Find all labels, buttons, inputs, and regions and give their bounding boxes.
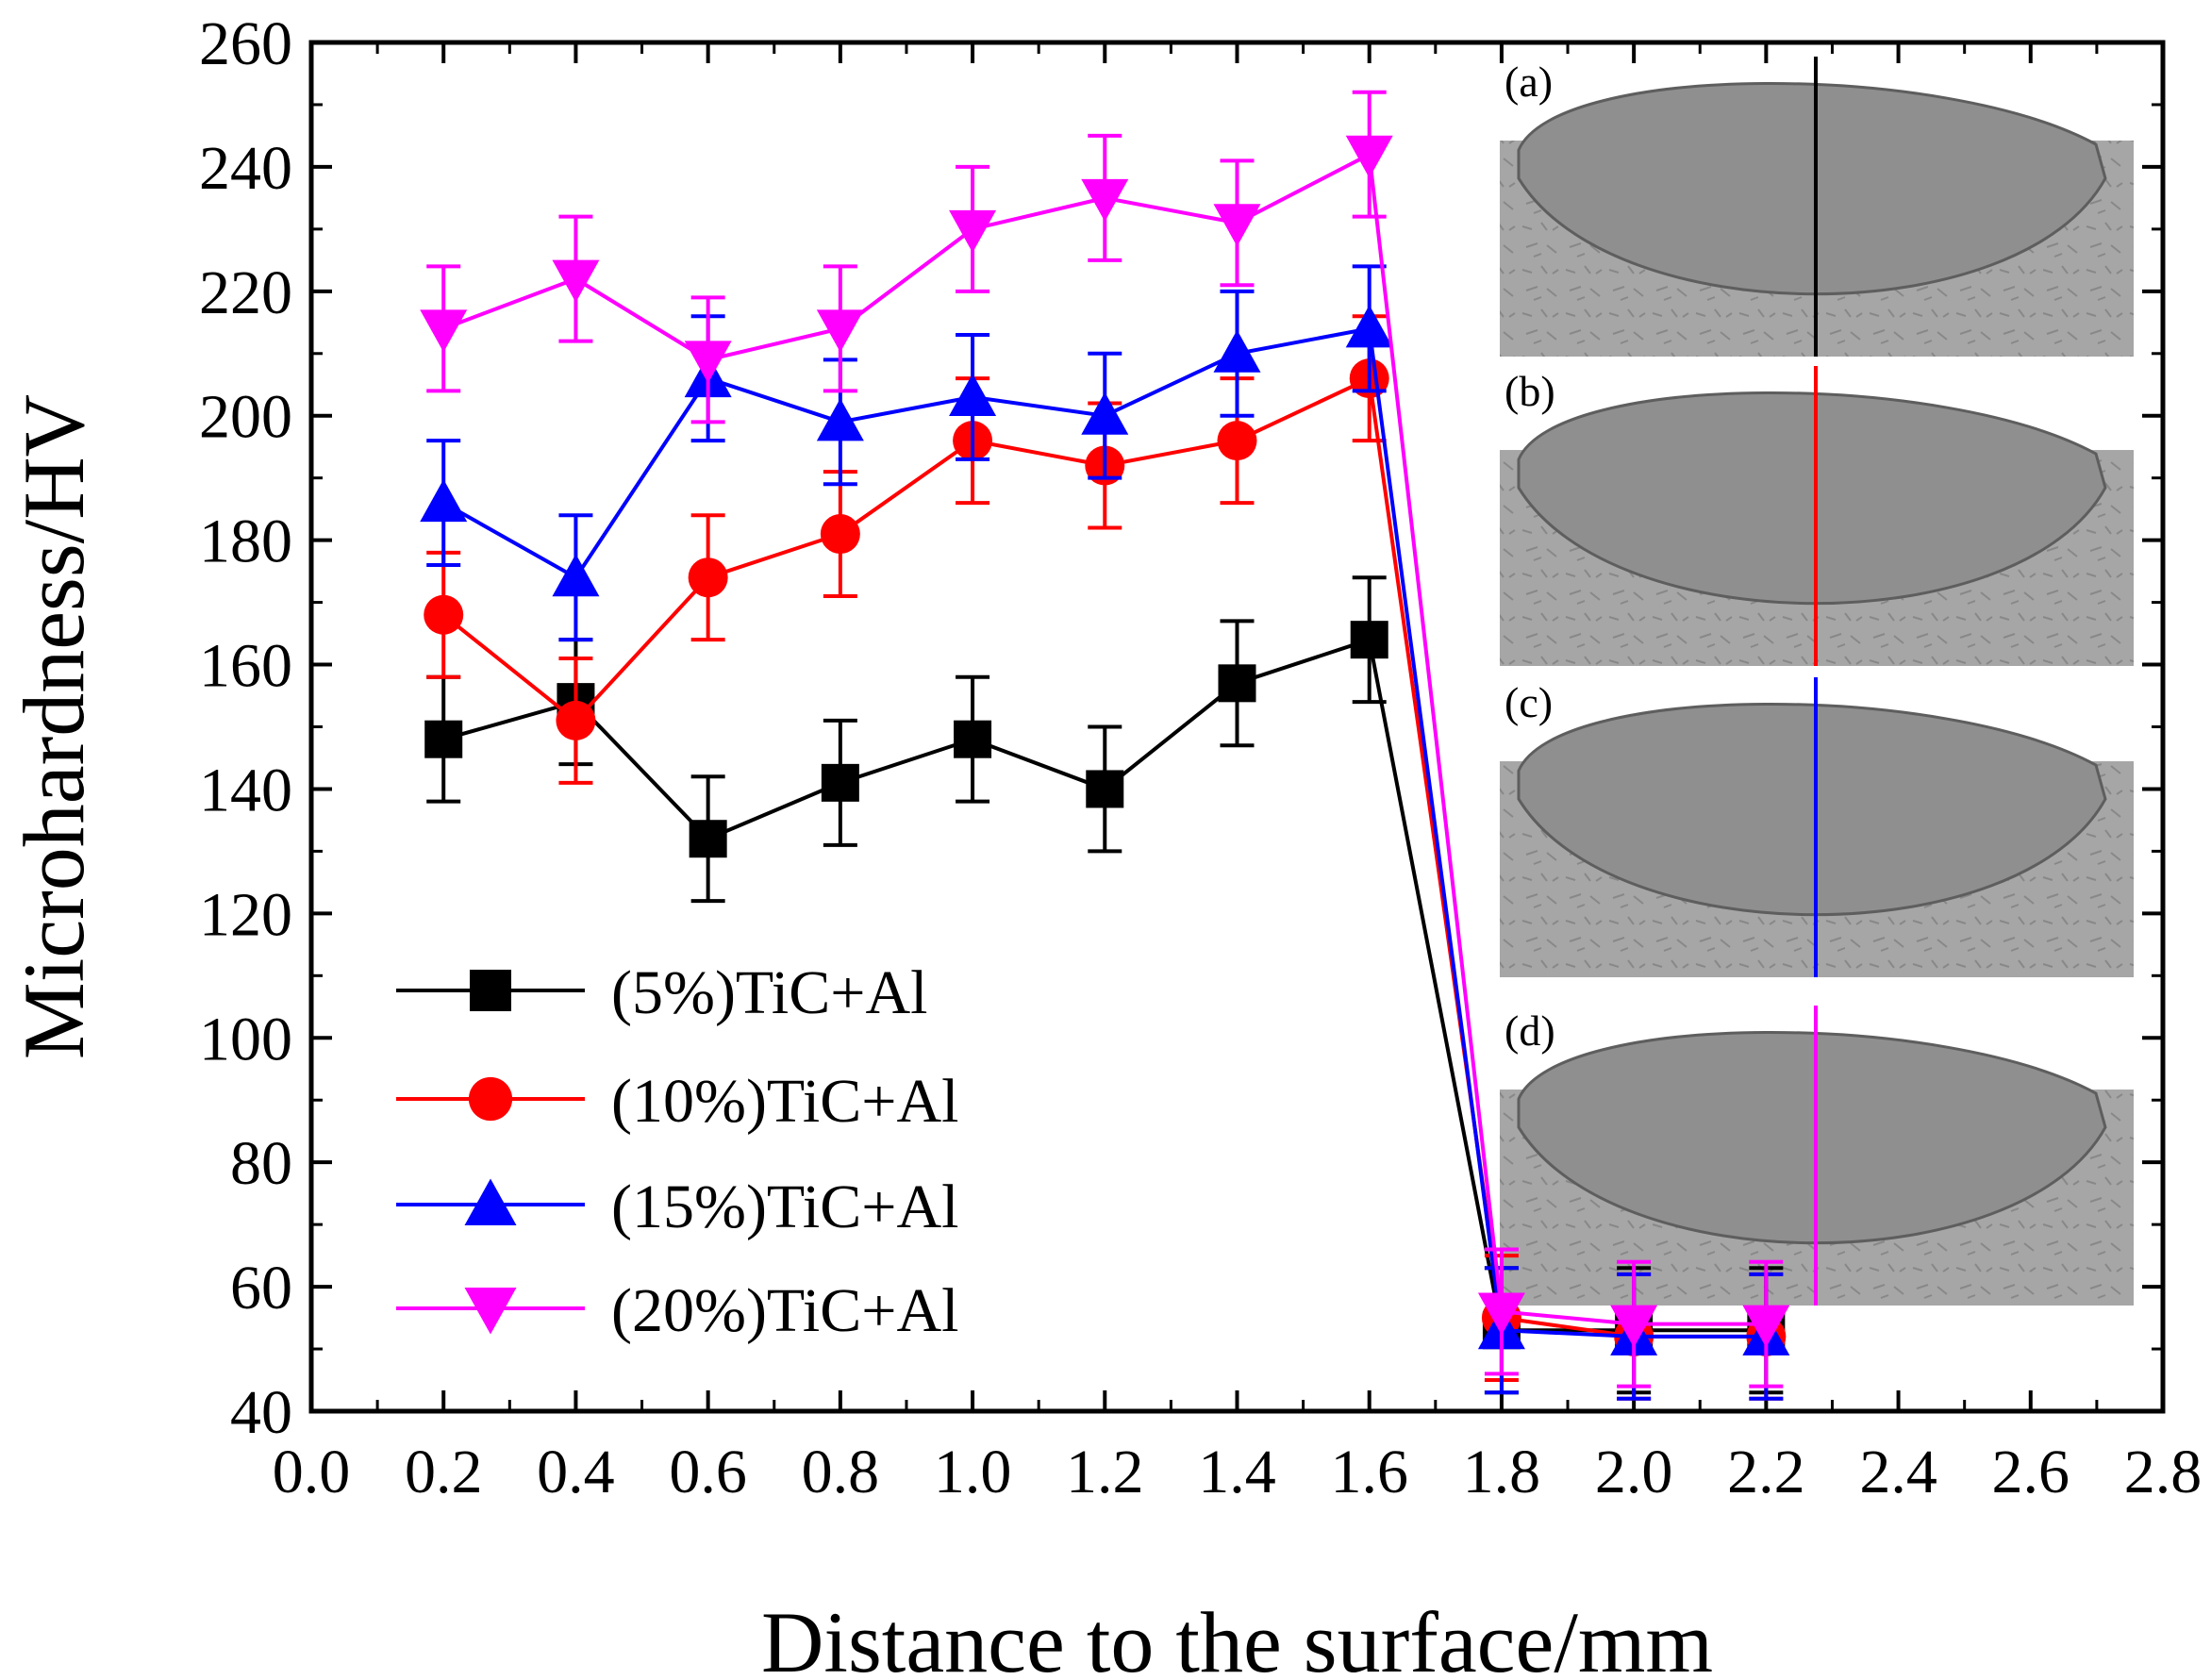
panel-label: (c) [1504,678,1553,726]
legend-item: (5%)TiC+Al [396,958,928,1027]
y-tick-label: 80 [230,1129,292,1198]
data-point [1217,421,1257,461]
cladding-bead [1517,391,2107,606]
x-tick-label: 2.0 [1595,1438,1673,1506]
y-tick-label: 100 [199,1005,292,1073]
data-point [816,309,864,353]
y-tick-label: 60 [230,1254,292,1322]
legend-item: (10%)TiC+Al [396,1067,959,1136]
data-point [1213,204,1261,247]
micrograph-panel-b: (b) [1500,366,2134,666]
panel-label: (b) [1504,367,1555,415]
x-tick-label: 0.0 [273,1438,351,1506]
y-tick-label: 140 [199,756,292,824]
panel-label: (a) [1504,58,1553,106]
micrograph-panel-a: (a) [1500,57,2134,357]
legend-marker [470,970,511,1011]
data-point [949,209,997,253]
data-point [816,398,864,441]
y-tick-label: 40 [230,1378,292,1447]
data-point [1345,305,1393,348]
x-tick-label: 2.8 [2124,1438,2203,1506]
data-point [689,820,727,858]
series-4 [420,90,1790,1389]
y-tick-label: 180 [199,507,292,576]
legend-marker [464,1288,517,1335]
data-point [1081,391,1129,435]
data-point [552,259,600,303]
micrograph-panel-c: (c) [1500,677,2134,977]
data-point [1081,178,1129,222]
cladding-bead [1517,703,2107,917]
x-tick-label: 1.6 [1330,1438,1408,1506]
panel-label: (d) [1504,1006,1555,1055]
data-point [424,594,464,635]
data-point [1345,135,1393,178]
data-point [949,373,997,416]
y-axis-title: Microhardness/HV [6,394,102,1059]
y-tick-label: 260 [199,9,292,78]
x-tick-label: 1.4 [1198,1438,1276,1506]
x-tick-label: 2.6 [1992,1438,2070,1506]
data-point [1742,1305,1790,1348]
legend-item: (20%)TiC+Al [396,1276,959,1345]
data-series [420,90,1790,1401]
data-point [1213,329,1261,373]
x-tick-label: 2.4 [1859,1438,1937,1506]
data-point [1610,1305,1658,1348]
legend: (5%)TiC+Al (10%)TiC+Al (15%)TiC+Al (20%)TiC… [396,958,959,1345]
data-point [552,554,600,597]
micrograph-insets: (a) (b) (c) (d) [1500,57,2134,1306]
y-tick-label: 120 [199,880,292,949]
micrograph-panel-d: (d) [1500,1006,2134,1306]
data-point [424,720,463,758]
y-tick-label: 220 [199,258,292,327]
data-point [821,763,859,802]
cladding-bead [1517,82,2107,296]
data-point [688,557,728,598]
cladding-bead [1517,1031,2107,1245]
x-tick-label: 1.8 [1463,1438,1541,1506]
data-point [420,309,468,353]
legend-label: (20%)TiC+Al [611,1276,959,1345]
x-tick-label: 0.2 [405,1438,483,1506]
data-point [420,479,468,523]
legend-label: (15%)TiC+Al [611,1173,959,1241]
data-point [1086,770,1124,808]
legend-label: (10%)TiC+Al [611,1067,959,1136]
legend-marker [468,1076,513,1122]
y-tick-label: 160 [199,632,292,701]
legend-marker [464,1178,517,1225]
data-point [1477,1292,1525,1336]
legend-item: (15%)TiC+Al [396,1173,959,1241]
data-point [1350,621,1388,659]
x-tick-label: 1.0 [934,1438,1012,1506]
data-point [684,341,732,384]
x-axis-title: Distance to the surface/mm [761,1594,1713,1680]
data-point [1218,664,1256,703]
legend-label: (5%)TiC+Al [611,958,928,1027]
y-tick-label: 200 [199,383,292,452]
x-tick-label: 2.2 [1727,1438,1805,1506]
x-tick-label: 0.4 [537,1438,615,1506]
x-tick-label: 0.6 [669,1438,747,1506]
data-point [954,720,992,758]
data-point [556,700,596,740]
data-point [820,514,860,555]
x-tick-label: 0.8 [802,1438,880,1506]
y-tick-label: 240 [199,134,292,203]
x-tick-label: 1.2 [1066,1438,1144,1506]
axis-ticks: 0.0 0.2 0.4 0.6 0.8 1.0 1.2 1.4 1.6 1.8 2.0 2.2 2.4 2… [199,9,2202,1506]
